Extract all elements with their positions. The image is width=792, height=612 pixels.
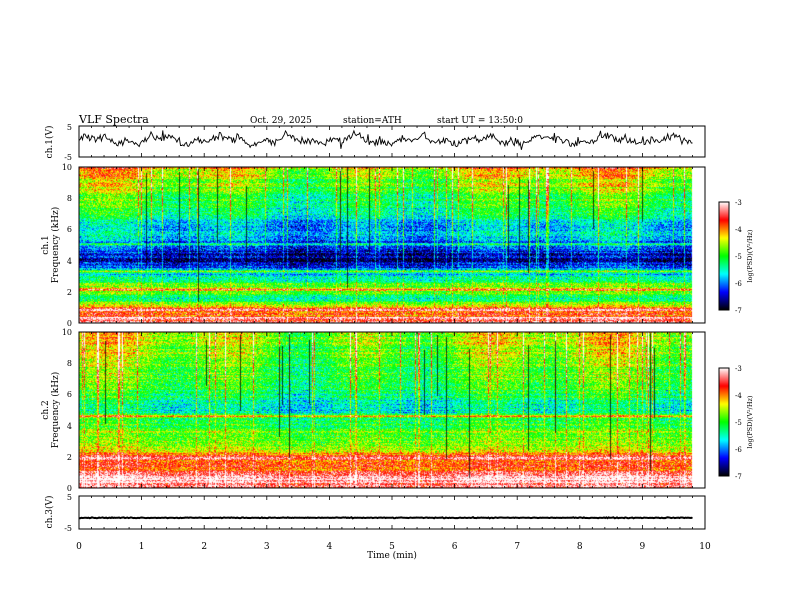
x-tick-label-1: 1 — [139, 542, 145, 552]
ch1-spectrogram-canvas — [79, 167, 705, 323]
ch1-freq-tick-6: 6 — [67, 225, 72, 234]
colorbar-ch1-tick-m7: -7 — [735, 307, 742, 315]
colorbar-ch2: -3 -4 -5 -6 -7 log(PSD)(V²/Hz) — [718, 365, 754, 481]
colorbar-ch2-label: log(PSD)(V²/Hz) — [746, 395, 754, 448]
x-tick-label-10: 10 — [699, 542, 711, 552]
colorbar-ch2-tick-m3: -3 — [735, 365, 742, 373]
ch3-waveform-trace — [79, 516, 693, 520]
x-tick-label-8: 8 — [577, 542, 583, 552]
x-tick-label-6: 6 — [452, 542, 458, 552]
ch1-freq-tick-8: 8 — [67, 194, 72, 203]
ch2-spectrogram-image — [79, 332, 705, 488]
colorbar-ch2-frame — [718, 367, 730, 477]
colorbar-ch1-label: log(PSD)(V²/Hz) — [746, 229, 754, 282]
colorbar-ch2-tick-m7: -7 — [735, 473, 742, 481]
x-axis-label: Time (min) — [367, 550, 417, 561]
x-tick-label-7: 7 — [514, 542, 520, 552]
panel-ticks — [78, 126, 706, 529]
x-tick-label-0: 0 — [76, 542, 82, 552]
header-station: station=ATH — [343, 116, 402, 126]
colorbar-ch1-tick-m3: -3 — [735, 199, 742, 207]
x-tick-label-3: 3 — [264, 542, 270, 552]
x-tick-label-5: 5 — [389, 542, 395, 552]
colorbar-ch1-canvas — [719, 202, 729, 310]
ch2-freq-tick-6: 6 — [67, 390, 72, 399]
ch2-spectrogram-ylabel: Frequency (kHz) — [50, 372, 61, 449]
colorbar-ch1-tick-m6: -6 — [735, 280, 742, 288]
x-tick-label-2: 2 — [201, 542, 207, 552]
colorbar-ch2-image — [719, 368, 729, 476]
x-tick-label-9: 9 — [640, 542, 646, 552]
ch2-freq-tick-8: 8 — [67, 359, 72, 368]
ch2-spectrogram-panel: 0 2 4 6 8 10 ch.2 Frequency (kHz) — [41, 328, 706, 493]
ch1-spectrogram-panel: 0 2 4 6 8 10 ch.1 Frequency (kHz) — [41, 163, 706, 328]
colorbar-ch1: -3 -4 -5 -6 -7 log(PSD)(V²/Hz) — [718, 199, 754, 315]
ch2-freq-tick-0: 0 — [67, 484, 72, 493]
x-tick-label-4: 4 — [327, 542, 333, 552]
ch2-freq-tick-2: 2 — [67, 453, 72, 462]
colorbar-ch2-tick-m4: -4 — [735, 392, 742, 400]
ch3-y-tick-bottom: -5 — [64, 524, 72, 533]
header-start-time: start UT = 13:50:0 — [437, 116, 523, 126]
x-axis-tick-labels: 0 1 2 3 4 5 6 7 8 9 10 — [76, 542, 711, 552]
ch1-spectrogram-image — [79, 167, 705, 323]
colorbar-ch2-tick-m5: -5 — [735, 419, 742, 427]
colorbar-ch1-frame — [718, 201, 730, 311]
ch3-y-tick-top: 5 — [67, 493, 72, 502]
ch2-spectrogram-channel-label: ch.2 — [41, 400, 51, 419]
ch2-freq-tick-10: 10 — [62, 328, 72, 337]
ch1-freq-tick-0: 0 — [67, 319, 72, 328]
ch1-freq-tick-2: 2 — [67, 288, 72, 297]
colorbar-ch2-tick-m6: -6 — [735, 446, 742, 454]
ch1-freq-tick-10: 10 — [62, 163, 72, 172]
ch1-waveform-trace — [78, 129, 693, 150]
colorbar-ch1-tick-m4: -4 — [735, 226, 742, 234]
ch1-freq-tick-4: 4 — [67, 257, 72, 266]
ch1-y-tick-top: 5 — [67, 123, 72, 132]
colorbar-ch2-canvas — [719, 368, 729, 476]
ch3-waveform-ylabel: ch.3(V) — [44, 496, 55, 529]
header-date: Oct. 29, 2025 — [250, 116, 312, 126]
colorbar-ch1-image — [719, 202, 729, 310]
figure-title: VLF Spectra — [78, 113, 149, 126]
ch1-spectrogram-ylabel: Frequency (kHz) — [50, 207, 61, 284]
ch1-spectrogram-channel-label: ch.1 — [41, 235, 51, 254]
ch2-freq-tick-4: 4 — [67, 422, 72, 431]
ch1-y-tick-bottom: -5 — [64, 153, 72, 162]
ch1-waveform-ylabel: ch.1(V) — [44, 126, 55, 159]
ch2-spectrogram-canvas — [79, 332, 705, 488]
colorbar-ch1-tick-m5: -5 — [735, 253, 742, 261]
